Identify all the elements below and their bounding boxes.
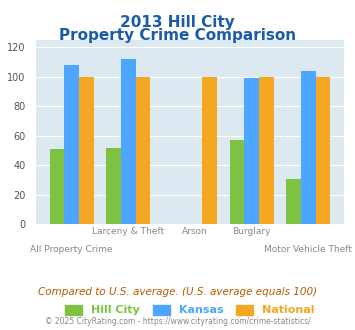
Bar (301, 71, 316, 224)
Text: © 2025 CityRating.com - https://www.cityrating.com/crime-statistics/: © 2025 CityRating.com - https://www.city… (45, 317, 310, 326)
Bar (64, 65, 79, 224)
Text: Compared to U.S. average. (U.S. average equals 100): Compared to U.S. average. (U.S. average … (38, 287, 317, 297)
Bar (136, 77, 150, 224)
Text: Motor Vehicle Theft: Motor Vehicle Theft (264, 245, 352, 254)
Bar (50, 149, 64, 224)
Bar (106, 148, 121, 224)
Bar (259, 77, 274, 224)
Bar (230, 140, 244, 224)
Bar (244, 78, 259, 224)
Text: All Property Crime: All Property Crime (30, 245, 113, 254)
Bar (79, 77, 94, 224)
Legend: Hill City, Kansas, National: Hill City, Kansas, National (61, 300, 319, 320)
Bar (202, 77, 217, 224)
Text: Property Crime Comparison: Property Crime Comparison (59, 28, 296, 43)
Bar (286, 179, 301, 224)
Text: 2013 Hill City: 2013 Hill City (120, 15, 235, 30)
Bar (316, 77, 330, 224)
Bar (121, 59, 136, 224)
